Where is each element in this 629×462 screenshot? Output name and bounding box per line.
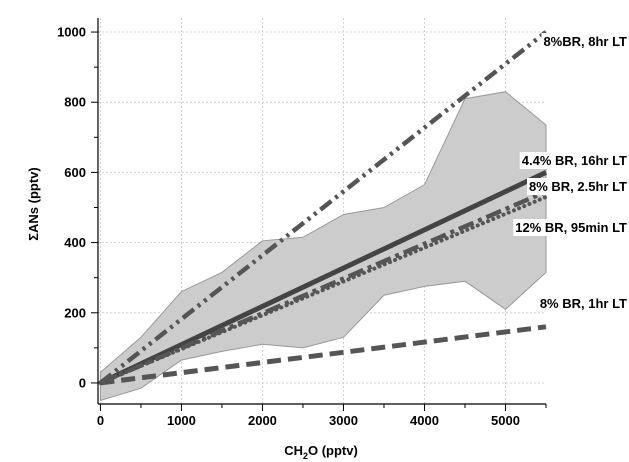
x-tick-label: 3000 <box>329 413 358 428</box>
x-axis-title: CH2O (pptv) <box>284 443 358 461</box>
series-label-4: 8%BR, 8hr LT <box>543 34 627 49</box>
y-tick-label: 200 <box>64 305 86 320</box>
y-tick-label: 600 <box>64 165 86 180</box>
envelope-band <box>99 91 547 402</box>
series-label-background <box>537 295 629 312</box>
y-tick-label: 0 <box>79 375 86 390</box>
series-label-background <box>541 33 629 50</box>
series-line-3 <box>98 195 548 385</box>
x-tick-label: 1000 <box>167 413 196 428</box>
series-labels: 4.4% BR, 16hr LT 8% BR, 2.5hr LT 12% BR, 9… <box>513 33 629 312</box>
y-tick-label: 1000 <box>57 25 86 40</box>
series-label-5: 8% BR, 1hr LT <box>540 296 627 311</box>
series-label-2: 8% BR, 2.5hr LT <box>529 179 627 194</box>
x-tick-label: 4000 <box>410 413 439 428</box>
series-line-5 <box>100 324 547 386</box>
series-label-background <box>513 219 629 236</box>
series-line-1 <box>99 170 548 386</box>
y-tick-label: 400 <box>64 235 86 250</box>
series-label-background <box>519 152 629 169</box>
x-tick-label: 0 <box>97 413 104 428</box>
x-tick-label: 5000 <box>491 413 520 428</box>
series-label-background <box>526 178 629 195</box>
axes <box>91 18 547 411</box>
envelope-band-layer <box>99 91 547 402</box>
series-line-4 <box>99 30 548 385</box>
x-tick-label: 2000 <box>248 413 277 428</box>
series-layer <box>98 30 548 386</box>
series-label-3: 12% BR, 95min LT <box>515 220 627 235</box>
series-label-1: 4.4% BR, 16hr LT <box>522 153 627 168</box>
series-line-2 <box>99 189 547 385</box>
y-tick-label: 800 <box>64 95 86 110</box>
y-axis-title: ΣANs (pptv) <box>26 167 41 241</box>
tick-labels: 0 1000 2000 3000 4000 5000 0 200 400 600 800 1000 <box>57 25 520 428</box>
